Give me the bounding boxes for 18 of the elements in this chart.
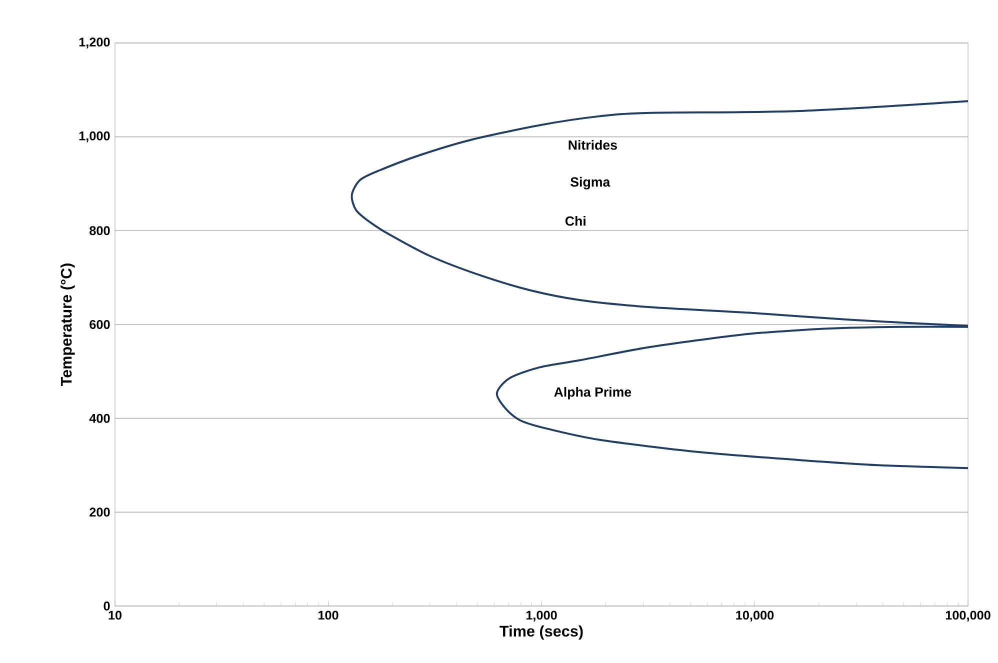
annotation: Sigma <box>570 176 610 190</box>
annotation: Chi <box>565 216 586 226</box>
y-tick-label: 600 <box>90 320 110 329</box>
x-tick-label: 10,000 <box>736 610 774 622</box>
y-tick-label: 800 <box>90 226 110 236</box>
y-tick-label: 200 <box>90 508 110 517</box>
x-tick-label: 1,000 <box>526 610 557 622</box>
x-axis-title: Time (secs) <box>500 625 583 640</box>
x-tick-label: 10 <box>108 610 122 620</box>
y-axis-title: Temperature (°C) <box>60 264 75 386</box>
y-tick-label: 1,000 <box>79 131 110 142</box>
y-tick-label: 0 <box>104 602 110 610</box>
y-tick-label: 1,200 <box>79 38 110 48</box>
annotation: Nitrides <box>568 140 617 150</box>
y-tick-label: 400 <box>89 414 110 423</box>
annotation: Alpha Prime <box>554 386 632 400</box>
x-tick-label: 100,000 <box>946 610 990 622</box>
x-tick-label: 100 <box>318 610 338 620</box>
